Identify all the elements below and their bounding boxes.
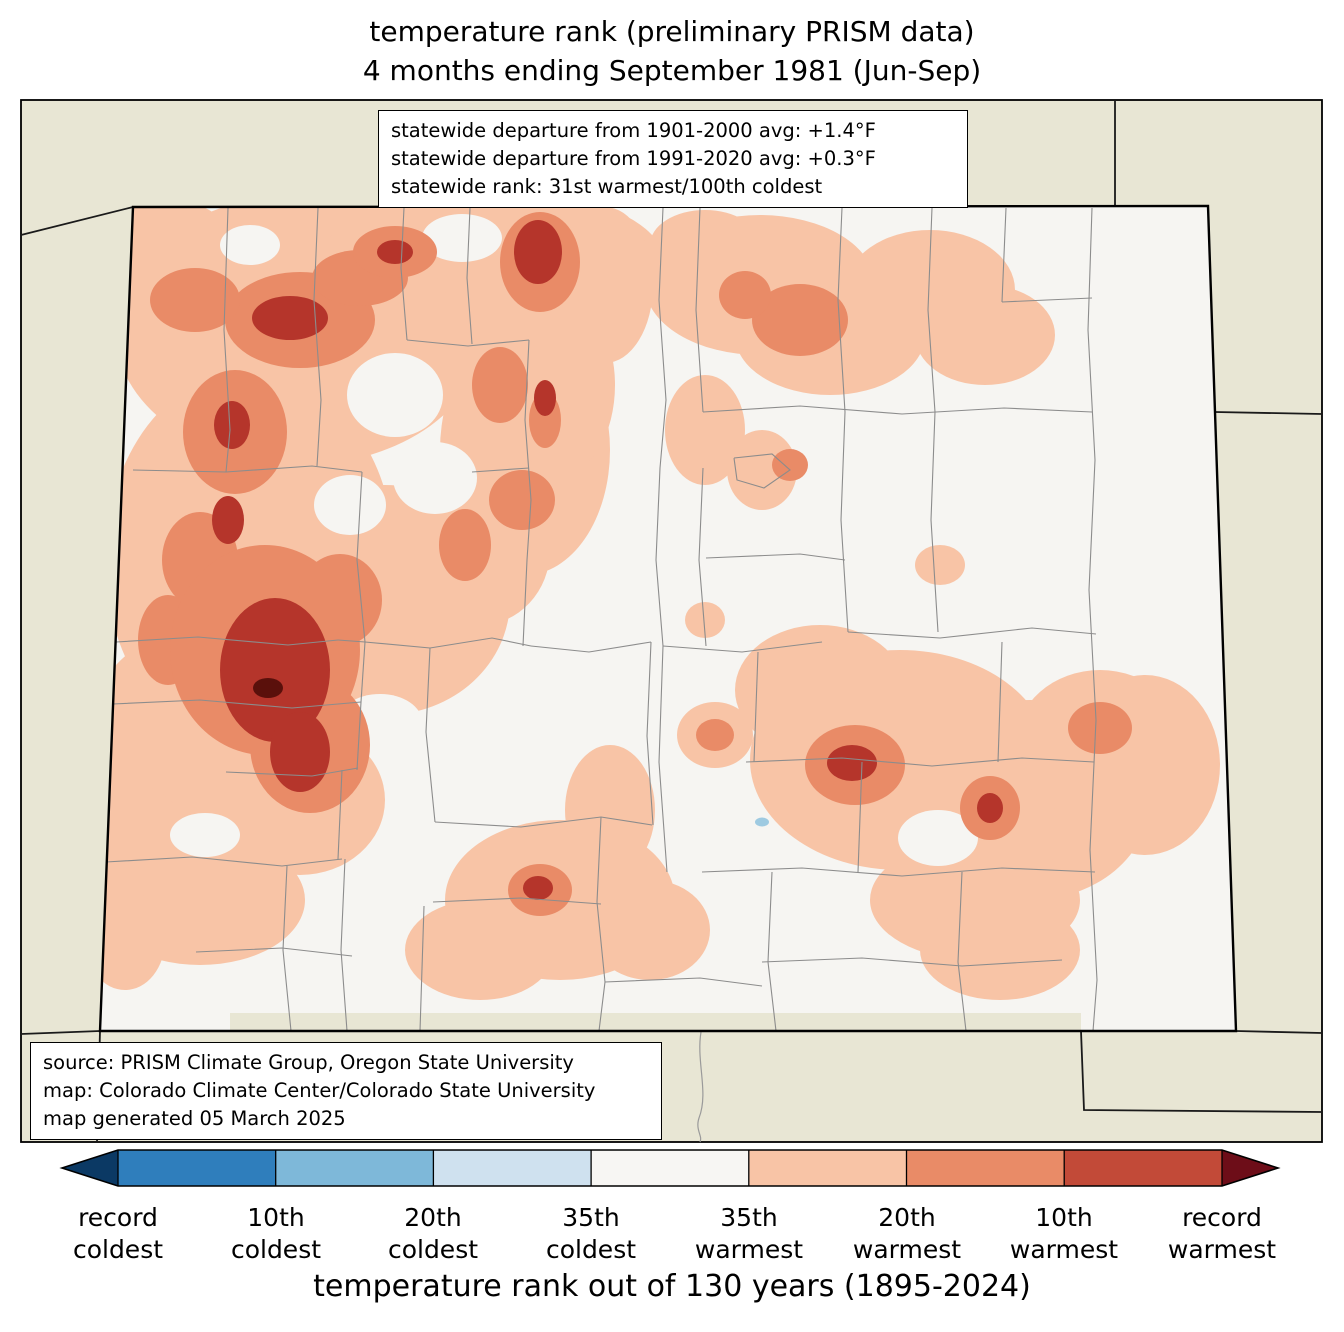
title-line-2: 4 months ending September 1981 (Jun-Sep) [362, 54, 982, 87]
stats-line-1: statewide departure from 1901-2000 avg: … [391, 119, 876, 142]
stats-line-2: statewide departure from 1991-2020 avg: … [391, 147, 876, 170]
colorbar-segment-10th-warmest [1064, 1150, 1222, 1186]
stats-line-3: statewide rank: 31st warmest/100th colde… [391, 175, 823, 198]
colorbar-segment-35th-warmest [748, 1150, 907, 1186]
colorbar-outline [59, 1149, 1281, 1187]
colorbar-label-record-warmest: record warmest [1167, 1203, 1277, 1264]
source-box: source: PRISM Climate Group, Oregon Stat… [30, 1042, 662, 1140]
neutral-holes [170, 214, 978, 866]
title-line-1: temperature rank (preliminary PRISM data… [369, 15, 975, 48]
colorbar-axis-label: temperature rank out of 130 years (1895-… [313, 1269, 1031, 1304]
colorbar-label-35th-warmest: 35th warmest [694, 1203, 804, 1264]
reservoir-dot [755, 817, 769, 827]
south-edge-nodata-strip [230, 1013, 1081, 1031]
colorbar-segment-10th-coldest [118, 1150, 276, 1186]
colorbar-segment-35th-coldest [433, 1150, 592, 1186]
county-lines [105, 207, 1098, 1031]
stats-box: statewide departure from 1901-2000 avg: … [378, 110, 968, 208]
colorado-map-svg [20, 99, 1323, 1143]
colorbar-label-35th-coldest: 35th coldest [545, 1203, 637, 1264]
source-line-2: map: Colorado Climate Center/Colorado St… [43, 1079, 596, 1102]
source-line-3: map generated 05 March 2025 [43, 1107, 346, 1130]
colorbar [59, 1149, 1281, 1187]
colorbar-label-10th-warmest: 10th warmest [1009, 1203, 1119, 1264]
map-area [20, 99, 1323, 1143]
colorbar-label-record-coldest: record coldest [72, 1203, 164, 1264]
colorbar-label-20th-coldest: 20th coldest [387, 1203, 479, 1264]
warm-level3-blobs [212, 220, 1003, 900]
colorbar-ticks [117, 1150, 1223, 1186]
source-line-1: source: PRISM Climate Group, Oregon Stat… [43, 1051, 574, 1074]
colorbar-label-20th-warmest: 20th warmest [852, 1203, 962, 1264]
colorbar-label-10th-coldest: 10th coldest [230, 1203, 322, 1264]
colorbar-segment-20th-coldest [275, 1150, 434, 1186]
record-warm-spot [253, 678, 283, 698]
colorbar-record-warmest-arrow [1222, 1150, 1278, 1186]
river-line [697, 1031, 704, 1143]
colorbar-record-coldest-arrow [62, 1150, 118, 1186]
colorbar-segment-middle [591, 1150, 749, 1186]
figure-title: temperature rank (preliminary PRISM data… [0, 12, 1344, 90]
colorbar-segment-20th-warmest [906, 1150, 1065, 1186]
